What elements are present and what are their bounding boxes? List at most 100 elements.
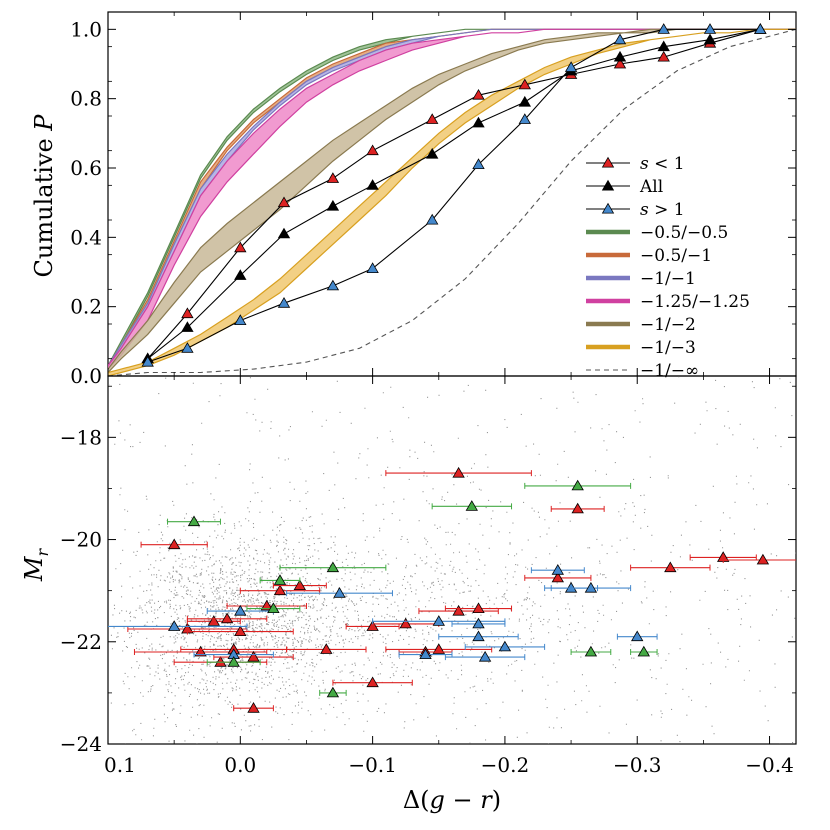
- bottom-ylabel: Mr: [20, 548, 52, 583]
- xlabel-mid: −: [445, 786, 480, 814]
- top-panel: 0.0 0.2 0.4 0.6 0.8 1.0 Cumulative P s < 1 All…: [30, 11, 797, 388]
- top-ytick-label: 0.2: [70, 295, 102, 319]
- group-0-point: [756, 553, 770, 565]
- group-0-point: [214, 656, 227, 667]
- series-1-point: [181, 321, 194, 332]
- series-1-point: [657, 40, 670, 52]
- bottom-ylabel-sub: r: [33, 548, 52, 557]
- legend-label-rest: < 1: [649, 154, 685, 174]
- series-0-point: [518, 78, 531, 90]
- group-1-point: [564, 581, 578, 593]
- group-0-point: [366, 676, 379, 688]
- series-1-point: [277, 227, 291, 239]
- series-1-point: [472, 116, 485, 128]
- bottom-xtick-label: −0.4: [745, 753, 794, 777]
- series-0-point: [326, 172, 340, 183]
- series-2-point: [234, 314, 247, 326]
- series-2-point: [472, 158, 485, 170]
- top-series: [141, 23, 767, 367]
- xlabel-prefix: Δ(: [403, 786, 430, 814]
- group-2-point: [227, 656, 240, 667]
- bottom-yticks: −18 −20 −22 −24: [60, 385, 796, 756]
- bottom-ytick-label: −22: [60, 630, 102, 654]
- series-2-point: [366, 262, 379, 274]
- dashed-line: [108, 28, 796, 376]
- series-0-point: [234, 241, 247, 253]
- legend-marker: [601, 156, 615, 168]
- group-2-point: [326, 561, 340, 573]
- group-1-point: [551, 564, 564, 575]
- legend: s < 1 All s > 1 −0.5/−0.5 −0.5/−1 −1/−1 −1.25/…: [586, 154, 750, 381]
- series-0-point: [366, 144, 379, 156]
- group-0-point: [293, 579, 306, 590]
- legend-dashed-label: −1/−∞: [640, 361, 699, 381]
- legend-band-label: −1/−1: [640, 269, 696, 289]
- group-1-point: [168, 620, 181, 631]
- group-0-point: [168, 538, 181, 550]
- legend-band-label: −0.5/−1: [640, 246, 712, 266]
- legend-label-italic: s: [640, 200, 649, 220]
- legend-label-italic: s: [640, 154, 649, 174]
- top-ylabel-italic: P: [30, 114, 58, 132]
- top-ytick-label: 0.0: [70, 364, 102, 388]
- group-1-point: [478, 650, 492, 662]
- bottom-ytick-label: −24: [60, 732, 102, 756]
- series-1-point: [234, 269, 247, 280]
- group-2-point: [584, 645, 598, 657]
- group-0-point: [571, 502, 584, 514]
- series-0-point: [613, 57, 627, 69]
- group-1-point: [631, 630, 644, 642]
- group-0-point: [472, 602, 485, 613]
- bottom-xtick-label: 0.0: [224, 753, 256, 777]
- series-1-point: [613, 50, 627, 62]
- bottom-xtick-label: 0.1: [104, 753, 136, 777]
- bottom-xtick-label: −0.1: [348, 753, 397, 777]
- series-2-point: [141, 355, 154, 367]
- series-2-point: [703, 23, 717, 34]
- group-0-point: [452, 604, 465, 616]
- top-yticks: 0.0 0.2 0.4 0.6 0.8 1.0: [70, 11, 796, 388]
- group-0-point: [220, 612, 234, 624]
- top-ytick-label: 0.8: [70, 87, 102, 111]
- top-dashed: [108, 28, 796, 376]
- bottom-error-points: [108, 466, 796, 713]
- group-1-point: [472, 617, 485, 629]
- bottom-xticks: 0.1 0.0 −0.1 −0.2 −0.3 −0.4: [104, 376, 794, 777]
- bottom-xlabel: Δ(g − r): [403, 786, 501, 814]
- series-2-point: [657, 23, 670, 34]
- legend-band-label: −0.5/−0.5: [640, 223, 728, 243]
- group-0-point: [247, 702, 260, 713]
- series-2-point: [564, 61, 578, 72]
- series-0-point: [657, 50, 670, 62]
- series-line-0: [147, 28, 761, 360]
- group-0-point: [273, 584, 287, 596]
- series-2-point: [613, 33, 627, 45]
- group-0-point: [247, 650, 260, 662]
- series-2-point: [426, 213, 439, 225]
- legend-band-label: −1/−3: [640, 338, 696, 358]
- top-ytick-label: 0.6: [70, 156, 102, 180]
- group-0-point: [207, 615, 220, 626]
- series-1-point: [326, 199, 340, 211]
- group-2-point: [187, 515, 201, 527]
- group-1-point: [234, 604, 247, 616]
- legend-label: All: [639, 177, 663, 197]
- group-1-point: [584, 581, 598, 593]
- series-2-point: [518, 113, 531, 124]
- band-5: [108, 28, 796, 376]
- series-0-point: [472, 89, 485, 100]
- legend-marker: [601, 202, 615, 214]
- background-scatter: [108, 376, 796, 744]
- group-1-point: [472, 630, 485, 642]
- series-1-point: [518, 95, 531, 107]
- series-2-point: [326, 279, 340, 291]
- bottom-panel: −18 −20 −22 −24 0.1 0.0 −0.1 −0.2 −0.3 −0.4 Mr Δ…: [20, 375, 797, 814]
- group-0-point: [432, 643, 445, 654]
- bottom-ylabel-main: M: [20, 555, 48, 582]
- group-2-point: [465, 500, 478, 511]
- legend-marker: [601, 179, 615, 191]
- series-1-point: [366, 179, 379, 190]
- xlabel-r: r: [480, 786, 493, 814]
- series-0-point: [426, 113, 439, 124]
- xlabel-suffix: ): [492, 786, 501, 814]
